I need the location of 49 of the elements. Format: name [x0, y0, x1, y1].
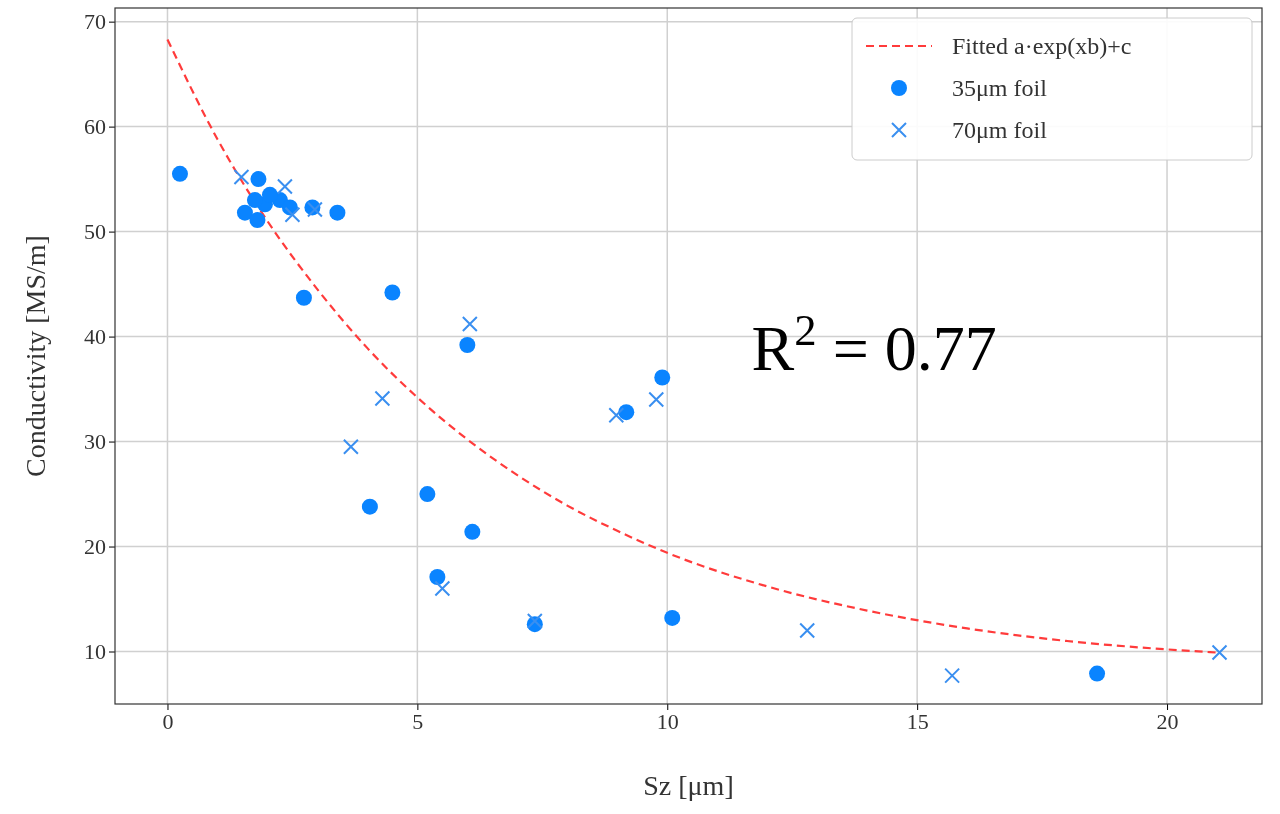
- point: [171, 165, 188, 182]
- point: [459, 336, 476, 353]
- point: [618, 404, 635, 421]
- point: [464, 523, 481, 540]
- point: [419, 486, 436, 503]
- legend-label: 70μm foil: [952, 117, 1048, 143]
- y-tick-label: 10: [84, 639, 106, 665]
- y-tick-label: 20: [84, 534, 106, 560]
- point: [276, 178, 293, 195]
- point: [664, 609, 681, 626]
- point: [329, 204, 346, 221]
- point: [429, 568, 446, 585]
- y-tick-label: 40: [84, 324, 106, 350]
- point: [654, 369, 671, 386]
- x-axis-title: Sz [μm]: [643, 770, 734, 801]
- point: [374, 390, 391, 407]
- x-tick-label: 15: [906, 708, 929, 734]
- point: [233, 169, 250, 186]
- point: [284, 206, 301, 223]
- x-tick-label: 10: [656, 708, 679, 734]
- point: [648, 391, 665, 408]
- point: [249, 212, 266, 229]
- point: [361, 498, 378, 515]
- point: [944, 667, 961, 684]
- x-tick-label: 5: [412, 708, 424, 734]
- x-tick-label: 0: [162, 708, 174, 734]
- y-tick-label: 70: [84, 9, 106, 35]
- point: [384, 284, 401, 301]
- line-series: [166, 38, 1219, 654]
- point: [461, 315, 478, 332]
- point: [608, 407, 625, 424]
- y-tick-label: 30: [84, 429, 106, 455]
- point: [236, 204, 253, 221]
- point: [1089, 665, 1106, 682]
- legend-label: 35μm foil: [952, 75, 1048, 101]
- x-tick-label: 20: [1156, 708, 1179, 734]
- point: [261, 186, 278, 203]
- point: [1211, 644, 1228, 661]
- legend-label: Fitted a·exp(xb)+c: [952, 33, 1132, 59]
- y-tick-label: 50: [84, 219, 106, 245]
- point: [434, 580, 451, 597]
- annotation: R$^{2}$ = 0.77: [751, 304, 997, 384]
- point: [246, 192, 263, 209]
- y-tick-label: 60: [84, 114, 106, 140]
- point: [250, 171, 267, 188]
- point: [295, 289, 312, 306]
- y-axis-title: Conductivity [MS/m]: [20, 235, 51, 477]
- point: [342, 438, 359, 455]
- point: [799, 622, 816, 639]
